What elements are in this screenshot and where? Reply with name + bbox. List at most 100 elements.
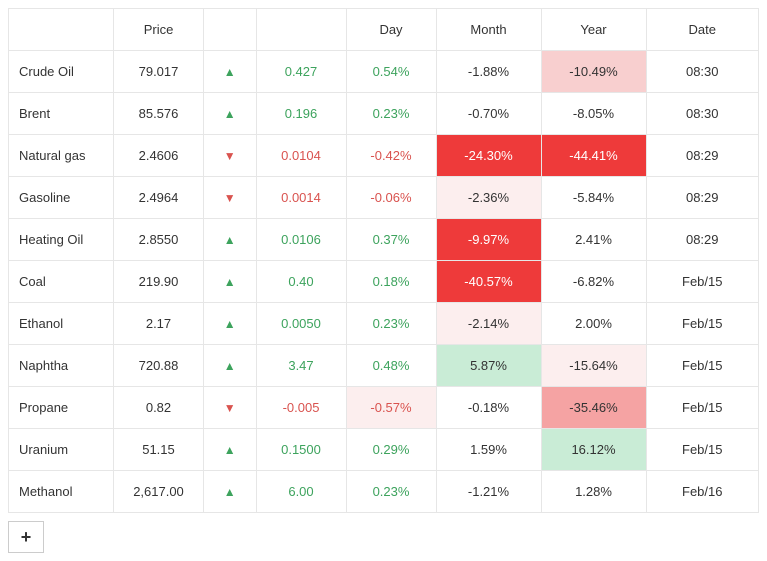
month-pct-cell: -0.70% xyxy=(436,93,541,135)
table-row[interactable]: Brent85.576▲0.1960.23%-0.70%-8.05%08:30 xyxy=(9,93,759,135)
price-cell: 51.15 xyxy=(114,429,204,471)
price-cell: 2.4964 xyxy=(114,177,204,219)
change-cell: 0.0050 xyxy=(256,303,346,345)
table-row[interactable]: Propane0.82▼-0.005-0.57%-0.18%-35.46%Feb… xyxy=(9,387,759,429)
table-row[interactable]: Gasoline2.4964▼0.0014-0.06%-2.36%-5.84%0… xyxy=(9,177,759,219)
date-cell: Feb/15 xyxy=(646,261,759,303)
month-pct-cell: -24.30% xyxy=(436,135,541,177)
date-cell: Feb/16 xyxy=(646,471,759,513)
header-arrow xyxy=(204,9,257,51)
year-pct-cell: 2.00% xyxy=(541,303,646,345)
price-cell: 2.4606 xyxy=(114,135,204,177)
table-row[interactable]: Crude Oil79.017▲0.4270.54%-1.88%-10.49%0… xyxy=(9,51,759,93)
arrow-down-icon: ▼ xyxy=(204,177,257,219)
month-pct-cell: -1.21% xyxy=(436,471,541,513)
date-cell: 08:30 xyxy=(646,51,759,93)
change-cell: 0.0104 xyxy=(256,135,346,177)
date-cell: Feb/15 xyxy=(646,387,759,429)
day-pct-cell: 0.54% xyxy=(346,51,436,93)
commodity-name[interactable]: Brent xyxy=(9,93,114,135)
table-row[interactable]: Natural gas2.4606▼0.0104-0.42%-24.30%-44… xyxy=(9,135,759,177)
price-cell: 79.017 xyxy=(114,51,204,93)
arrow-up-icon: ▲ xyxy=(204,219,257,261)
year-pct-cell: 16.12% xyxy=(541,429,646,471)
change-cell: 0.40 xyxy=(256,261,346,303)
header-date[interactable]: Date xyxy=(646,9,759,51)
change-cell: 0.427 xyxy=(256,51,346,93)
day-pct-cell: -0.42% xyxy=(346,135,436,177)
day-pct-cell: 0.23% xyxy=(346,471,436,513)
commodity-name[interactable]: Coal xyxy=(9,261,114,303)
commodity-name[interactable]: Natural gas xyxy=(9,135,114,177)
table-row[interactable]: Uranium51.15▲0.15000.29%1.59%16.12%Feb/1… xyxy=(9,429,759,471)
commodity-name[interactable]: Propane xyxy=(9,387,114,429)
day-pct-cell: 0.29% xyxy=(346,429,436,471)
header-month[interactable]: Month xyxy=(436,9,541,51)
month-pct-cell: -9.97% xyxy=(436,219,541,261)
year-pct-cell: -10.49% xyxy=(541,51,646,93)
table-row[interactable]: Ethanol2.17▲0.00500.23%-2.14%2.00%Feb/15 xyxy=(9,303,759,345)
month-pct-cell: -2.36% xyxy=(436,177,541,219)
month-pct-cell: -2.14% xyxy=(436,303,541,345)
table-row[interactable]: Naphtha720.88▲3.470.48%5.87%-15.64%Feb/1… xyxy=(9,345,759,387)
header-price[interactable]: Price xyxy=(114,9,204,51)
day-pct-cell: 0.37% xyxy=(346,219,436,261)
arrow-up-icon: ▲ xyxy=(204,303,257,345)
change-cell: 0.0014 xyxy=(256,177,346,219)
year-pct-cell: 2.41% xyxy=(541,219,646,261)
price-cell: 2.8550 xyxy=(114,219,204,261)
date-cell: 08:29 xyxy=(646,177,759,219)
month-pct-cell: -40.57% xyxy=(436,261,541,303)
header-change[interactable] xyxy=(256,9,346,51)
date-cell: 08:30 xyxy=(646,93,759,135)
change-cell: 0.0106 xyxy=(256,219,346,261)
change-cell: 0.196 xyxy=(256,93,346,135)
commodities-table: Price Day Month Year Date Crude Oil79.01… xyxy=(8,8,759,513)
date-cell: 08:29 xyxy=(646,219,759,261)
month-pct-cell: -0.18% xyxy=(436,387,541,429)
day-pct-cell: 0.23% xyxy=(346,93,436,135)
date-cell: Feb/15 xyxy=(646,303,759,345)
table-row[interactable]: Heating Oil2.8550▲0.01060.37%-9.97%2.41%… xyxy=(9,219,759,261)
month-pct-cell: 1.59% xyxy=(436,429,541,471)
day-pct-cell: -0.06% xyxy=(346,177,436,219)
commodity-name[interactable]: Methanol xyxy=(9,471,114,513)
date-cell: Feb/15 xyxy=(646,429,759,471)
year-pct-cell: 1.28% xyxy=(541,471,646,513)
year-pct-cell: -15.64% xyxy=(541,345,646,387)
header-name[interactable] xyxy=(9,9,114,51)
change-cell: 0.1500 xyxy=(256,429,346,471)
date-cell: 08:29 xyxy=(646,135,759,177)
year-pct-cell: -8.05% xyxy=(541,93,646,135)
arrow-up-icon: ▲ xyxy=(204,93,257,135)
price-cell: 720.88 xyxy=(114,345,204,387)
table-row[interactable]: Methanol2,617.00▲6.000.23%-1.21%1.28%Feb… xyxy=(9,471,759,513)
month-pct-cell: 5.87% xyxy=(436,345,541,387)
table-row[interactable]: Coal219.90▲0.400.18%-40.57%-6.82%Feb/15 xyxy=(9,261,759,303)
header-day[interactable]: Day xyxy=(346,9,436,51)
commodity-name[interactable]: Ethanol xyxy=(9,303,114,345)
year-pct-cell: -35.46% xyxy=(541,387,646,429)
price-cell: 85.576 xyxy=(114,93,204,135)
commodity-name[interactable]: Heating Oil xyxy=(9,219,114,261)
price-cell: 0.82 xyxy=(114,387,204,429)
header-year[interactable]: Year xyxy=(541,9,646,51)
day-pct-cell: 0.23% xyxy=(346,303,436,345)
price-cell: 2,617.00 xyxy=(114,471,204,513)
commodity-name[interactable]: Crude Oil xyxy=(9,51,114,93)
commodity-name[interactable]: Uranium xyxy=(9,429,114,471)
commodity-name[interactable]: Naphtha xyxy=(9,345,114,387)
month-pct-cell: -1.88% xyxy=(436,51,541,93)
arrow-down-icon: ▼ xyxy=(204,387,257,429)
arrow-down-icon: ▼ xyxy=(204,135,257,177)
change-cell: 6.00 xyxy=(256,471,346,513)
year-pct-cell: -6.82% xyxy=(541,261,646,303)
price-cell: 219.90 xyxy=(114,261,204,303)
day-pct-cell: 0.48% xyxy=(346,345,436,387)
year-pct-cell: -5.84% xyxy=(541,177,646,219)
arrow-up-icon: ▲ xyxy=(204,51,257,93)
arrow-up-icon: ▲ xyxy=(204,471,257,513)
arrow-up-icon: ▲ xyxy=(204,345,257,387)
table-header-row: Price Day Month Year Date xyxy=(9,9,759,51)
commodity-name[interactable]: Gasoline xyxy=(9,177,114,219)
